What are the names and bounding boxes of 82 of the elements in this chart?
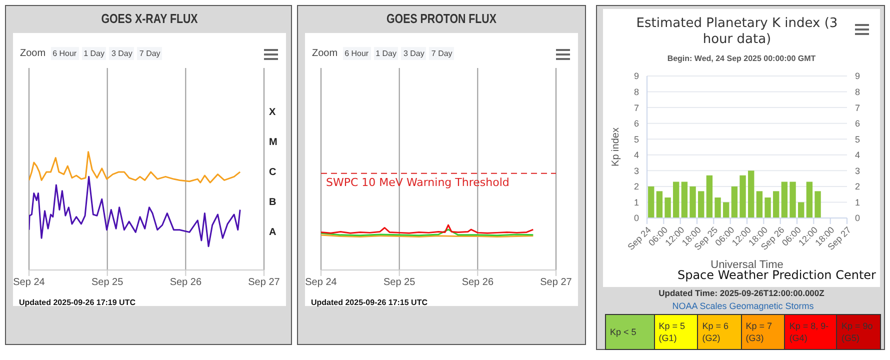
ref-line-label: SWPC 10 MeV Warning Threshold — [326, 176, 510, 190]
y2-tick-label: 7 — [855, 102, 860, 113]
bar — [740, 175, 746, 218]
y2-tick-label: 5 — [855, 134, 860, 144]
x-tick-label: Sep 26 — [462, 277, 494, 288]
y-tick-label: 4 — [634, 150, 639, 160]
text: 3 Day — [109, 47, 134, 60]
x-tick-label: Sep 26 — [170, 277, 202, 288]
bar — [731, 186, 738, 218]
text: 7 Day — [137, 47, 162, 60]
text: NOAA Scales Geomagnetic Storms — [671, 301, 815, 311]
y2-tick-label: 1 — [855, 197, 860, 208]
bar — [781, 182, 788, 218]
bar — [790, 182, 796, 218]
bar — [664, 197, 671, 218]
bar — [648, 186, 654, 218]
y-tick-label: 2 — [634, 182, 639, 192]
bar — [814, 191, 821, 218]
bar — [806, 182, 813, 218]
category-label: Kp = 7 (G3) — [740, 315, 784, 349]
x-tick-label: Sep 25 — [383, 277, 416, 288]
text: X — [269, 106, 276, 119]
y2-tick-label: 0 — [855, 213, 860, 224]
category-label: Kp < 5 — [606, 315, 654, 349]
text: M — [269, 137, 278, 149]
x-tick-label: Sep 24 — [13, 277, 46, 288]
text: B — [269, 197, 276, 210]
x-tick-label: Sep 27 — [540, 277, 572, 288]
text: 1 Day — [82, 47, 106, 60]
y2-tick-label: 3 — [855, 166, 860, 176]
bar — [714, 197, 721, 218]
text: 3 Day — [401, 47, 426, 60]
x-axis-title: Universal Time — [710, 259, 784, 271]
bar — [798, 202, 804, 218]
category-label: Kp = 8, 9- (G4) — [784, 315, 836, 349]
category-label: Kp = 5 (G1) — [654, 315, 698, 349]
text: Updated 2025-09-26 17:15 UTC — [311, 298, 428, 307]
y2-tick-label: 9 — [855, 71, 860, 82]
text: Updated 2025-09-26 17:19 UTC — [19, 298, 136, 307]
chart-title: GOES PROTON FLUX — [386, 11, 498, 26]
y-axis-title: Kp index — [610, 128, 622, 166]
y2-tick-label: 6 — [855, 118, 860, 129]
y-tick-label: 6 — [634, 118, 639, 129]
bar — [698, 191, 704, 218]
bar — [756, 191, 763, 218]
text: 6 Hour — [342, 47, 371, 60]
category-label: Kp = 6 (G2) — [697, 315, 741, 349]
chart-title: GOES X-RAY FLUX — [100, 11, 199, 26]
bar — [706, 175, 713, 218]
x-tick-label: Sep 27 — [248, 277, 280, 288]
y-tick-label: 0 — [634, 213, 639, 224]
y-tick-label: 9 — [634, 71, 639, 82]
x-tick-label: Sep 25 — [91, 277, 124, 288]
text: Zoom — [19, 47, 47, 61]
bar — [773, 191, 780, 218]
text: 6 Hour — [50, 47, 79, 60]
bar — [764, 197, 771, 218]
y-tick-label: 8 — [634, 86, 639, 97]
y2-tick-label: 8 — [855, 86, 860, 97]
text: Updated Time: 2025-09-26T12:00:00.000Z — [658, 288, 826, 298]
y-tick-label: 7 — [634, 102, 639, 113]
text: 1 Day — [374, 47, 398, 60]
y-tick-label: 1 — [634, 197, 639, 208]
bar — [723, 202, 730, 218]
bar — [748, 170, 754, 218]
x-tick-label: Sep 24 — [305, 277, 338, 288]
y-tick-label: 5 — [634, 134, 639, 144]
text: Space Weather Prediction Center — [677, 268, 876, 282]
text: Zoom — [311, 47, 339, 61]
text: C — [269, 167, 276, 180]
category-label: Kp = 9o (G5) — [836, 315, 880, 349]
text: A — [269, 227, 276, 240]
text: 7 Day — [429, 47, 454, 60]
y-tick-label: 3 — [634, 166, 639, 176]
bar — [690, 186, 696, 218]
bar — [656, 191, 663, 218]
bar — [681, 182, 688, 218]
bar — [673, 182, 680, 218]
chart-subtitle: Begin: Wed, 24 Sep 2025 00:00:00 GMT — [666, 54, 817, 63]
chart-title: Estimated Planetary K index (3 hour data) — [635, 16, 839, 48]
y2-tick-label: 4 — [855, 150, 860, 160]
y2-tick-label: 2 — [855, 182, 860, 192]
